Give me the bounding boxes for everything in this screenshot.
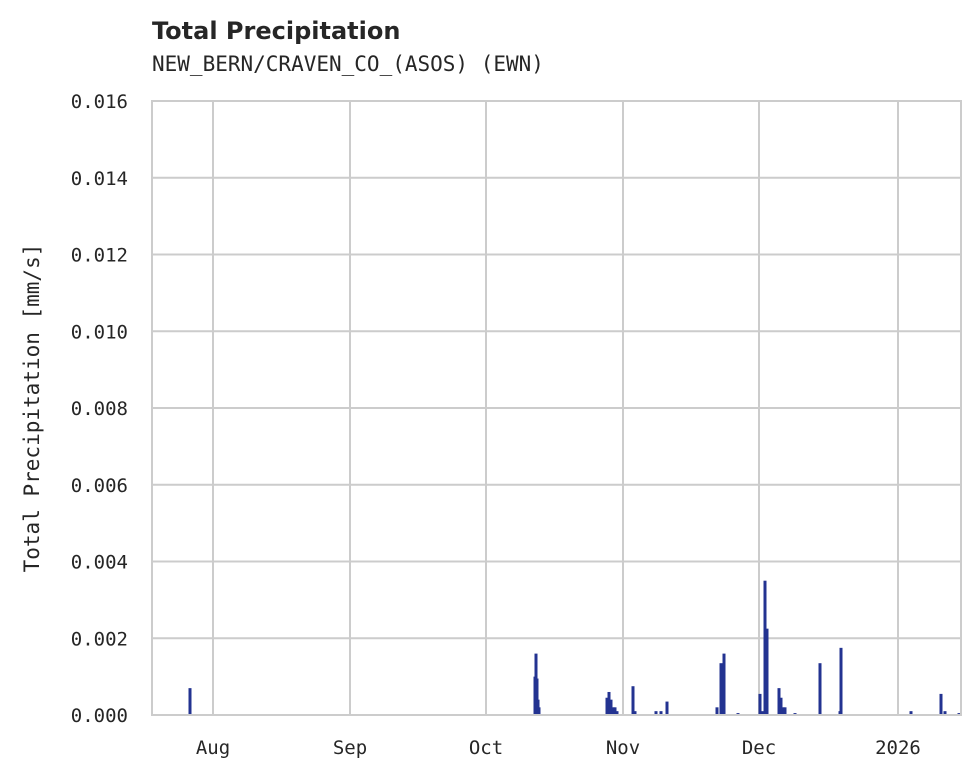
precip-bar <box>605 697 609 715</box>
plot-frame <box>151 100 962 716</box>
precip-bar <box>631 686 635 715</box>
gridlines <box>152 100 961 716</box>
x-axis-ticks: Aug Sep Oct Nov Dec 2026 <box>196 737 921 759</box>
precip-bar <box>939 693 943 715</box>
y-axis-ticks: 0.000 0.002 0.004 0.006 0.008 0.010 0.012 0.014… <box>71 91 128 727</box>
y-tick-label: 0.012 <box>71 245 128 267</box>
precip-bar <box>607 691 611 715</box>
y-tick-label: 0.010 <box>71 321 128 343</box>
x-tick-label: Dec <box>742 737 776 759</box>
y-tick-label: 0.016 <box>71 91 128 113</box>
precip-bar <box>611 707 615 715</box>
y-tick-label: 0.014 <box>71 168 128 190</box>
precip-bar <box>839 647 843 715</box>
precip-bar <box>615 711 619 715</box>
precip-bar <box>760 711 764 715</box>
precip-bar <box>777 688 781 715</box>
chart-title: Total Precipitation <box>152 17 401 45</box>
x-tick-label: Sep <box>333 737 367 759</box>
precip-bar <box>715 707 719 715</box>
precip-bar <box>659 711 663 715</box>
precip-bar <box>783 707 787 715</box>
precip-bar <box>763 580 767 715</box>
precip-bar <box>943 711 947 715</box>
precip-bar <box>633 711 637 715</box>
precip-bar <box>765 628 769 715</box>
precip-bar <box>758 693 762 715</box>
precip-bar <box>722 653 726 715</box>
precip-bar <box>665 701 669 715</box>
precip-bar <box>818 663 822 715</box>
precip-bar <box>609 699 613 715</box>
precip-bar <box>909 711 913 715</box>
precip-bar <box>535 678 539 715</box>
x-tick-label: Aug <box>196 737 230 759</box>
precip-bar <box>779 697 783 715</box>
y-tick-label: 0.002 <box>71 628 128 650</box>
y-tick-label: 0.004 <box>71 552 128 574</box>
precip-bar <box>781 707 785 715</box>
x-tick-label: 2026 <box>875 737 921 759</box>
y-tick-label: 0.006 <box>71 475 128 497</box>
precip-bar <box>613 707 617 715</box>
precip-bar <box>537 707 541 715</box>
precip-bar <box>719 663 723 715</box>
precipitation-bars <box>188 580 961 715</box>
x-tick-label: Oct <box>469 737 503 759</box>
precip-bar <box>654 711 658 715</box>
y-tick-label: 0.000 <box>71 705 128 727</box>
y-tick-label: 0.008 <box>71 398 128 420</box>
chart-subtitle: NEW_BERN/CRAVEN_CO_(ASOS) (EWN) <box>152 52 544 76</box>
x-tick-label: Nov <box>606 737 640 759</box>
precip-bar <box>188 688 192 715</box>
